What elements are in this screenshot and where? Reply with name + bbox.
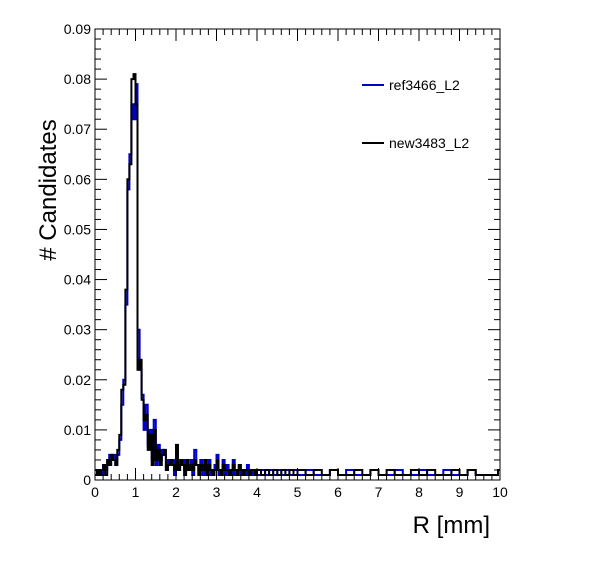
x-tick-label: 7 xyxy=(375,484,383,500)
x-axis-ticks: 0 1 2 3 4 5 6 7 8 9 10 xyxy=(91,29,508,500)
x-tick-label: 2 xyxy=(172,484,180,500)
y-tick-label: 0.01 xyxy=(64,422,91,438)
x-axis-title: R [mm] xyxy=(413,512,490,539)
y-tick-label: 0.05 xyxy=(64,221,91,237)
y-tick-label: 0.02 xyxy=(64,372,91,388)
x-tick-label: 0 xyxy=(91,484,99,500)
y-tick-label: 0.03 xyxy=(64,322,91,338)
y-tick-label: 0.06 xyxy=(64,171,91,187)
legend-box xyxy=(355,60,495,165)
series-layer xyxy=(95,73,500,476)
x-tick-label: 1 xyxy=(132,484,140,500)
y-tick-label: 0.07 xyxy=(64,121,91,137)
x-tick-label: 9 xyxy=(456,484,464,500)
series-line-new3483-L2 xyxy=(95,73,500,476)
legend-label-ref3466-L2: ref3466_L2 xyxy=(389,77,460,93)
y-axis-ticks: 0 0.01 0.02 0.03 0.04 0.05 0.06 0.07 0.08 0.09 xyxy=(64,21,500,488)
x-tick-label: 3 xyxy=(213,484,221,500)
legend-label-new3483-L2: new3483_L2 xyxy=(389,135,469,151)
legend: ref3466_L2 new3483_L2 xyxy=(355,60,495,165)
x-tick-label: 10 xyxy=(492,484,508,500)
x-tick-label: 5 xyxy=(294,484,302,500)
y-tick-label: 0.09 xyxy=(64,21,91,37)
x-tick-label: 8 xyxy=(415,484,423,500)
x-tick-label: 4 xyxy=(253,484,261,500)
y-axis-title: # Candidates xyxy=(35,119,62,260)
y-tick-label: 0.04 xyxy=(64,272,91,288)
x-tick-label: 6 xyxy=(334,484,342,500)
y-tick-label: 0.08 xyxy=(64,71,91,87)
y-tick-label: 0 xyxy=(83,472,91,488)
